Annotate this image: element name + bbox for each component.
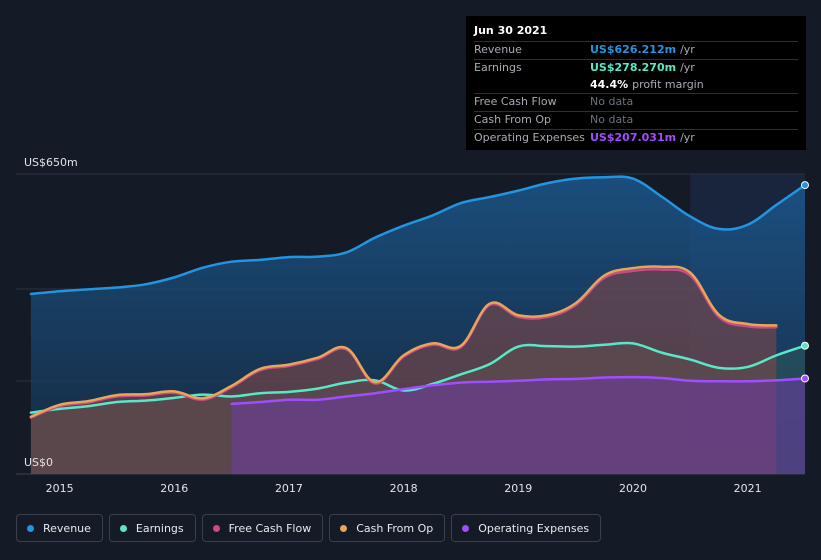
tooltip-unit: profit margin [632,77,704,91]
tooltip-value: US$626.212m [590,43,677,56]
tooltip-value: 44.4% [590,77,629,91]
x-tick-label: 2019 [504,482,532,495]
tooltip-value: No data [590,95,634,109]
line-earnings [29,341,807,414]
chart-legend: Revenue Earnings Free Cash Flow Cash Fro… [16,514,607,542]
x-tick-label: 2021 [734,482,762,495]
tooltip-label: Free Cash Flow [474,95,557,109]
tooltip-unit: /yr [680,43,695,56]
x-tick-label: 2015 [46,482,74,495]
legend-item-revenue[interactable]: Revenue [16,514,103,542]
series-end-dots [801,181,809,383]
legend-dot-icon [340,524,348,532]
line-cash-from-op [29,265,778,419]
legend-dot-icon [212,524,220,532]
tooltip-row-profit-margin: 44.4% profit margin [474,77,798,95]
tooltip-label: Revenue [474,43,522,56]
y-axis-top-label: US$650m [24,156,78,169]
area-operating-expenses [231,377,806,474]
x-tick-label: 2017 [275,482,303,495]
legend-item-operating-expenses[interactable]: Operating Expenses [451,514,602,542]
legend-item-cash-from-op[interactable]: Cash From Op [329,514,446,542]
legend-dot-icon [119,524,127,532]
x-tick-label: 2016 [160,482,188,495]
data-tooltip: Jun 30 2021 Revenue US$626.212m /yr Earn… [466,16,806,150]
tooltip-value: No data [590,113,634,127]
x-tick-label: 2020 [619,482,647,495]
tooltip-row-revenue: Revenue US$626.212m /yr [474,42,798,60]
tooltip-row-operating-expenses: Operating Expenses US$207.031m /yr [474,130,798,147]
series-lines [29,175,807,419]
tooltip-value: US$207.031m [590,130,677,144]
tooltip-label: Operating Expenses [474,130,585,144]
line-revenue [29,175,807,296]
legend-label: Free Cash Flow [228,521,312,535]
x-tick-label: 2018 [390,482,418,495]
series-areas [30,176,806,474]
tooltip-row-earnings: Earnings US$278.270m /yr [474,60,798,77]
legend-dot-icon [462,524,470,532]
tooltip-label [474,77,590,94]
tooltip-label: Earnings [474,60,522,74]
x-axis-ticks: 2015 2016 2017 2018 2019 2020 2021 [46,482,762,495]
end-dot-earnings [801,341,809,350]
legend-item-earnings[interactable]: Earnings [108,514,196,542]
y-axis-bottom-label: US$0 [24,456,53,469]
tooltip-value: US$278.270m [590,60,677,74]
legend-label: Operating Expenses [478,521,590,535]
tooltip-row-free-cash-flow: Free Cash Flow No data [474,94,798,113]
legend-label: Earnings [135,521,184,535]
line-operating-expenses [230,375,807,406]
tooltip-unit: /yr [680,130,695,144]
tooltip-row-cash-from-op: Cash From Op No data [474,112,798,130]
end-dot-revenue [801,181,809,190]
tooltip-unit: /yr [680,60,695,74]
legend-dot-icon [27,524,34,532]
legend-label: Cash From Op [356,521,434,535]
legend-item-free-cash-flow[interactable]: Free Cash Flow [201,514,324,542]
legend-label: Revenue [43,521,91,535]
end-dot-operating-expenses [801,374,809,383]
tooltip-date: Jun 30 2021 [474,22,798,42]
tooltip-label: Cash From Op [474,113,552,127]
